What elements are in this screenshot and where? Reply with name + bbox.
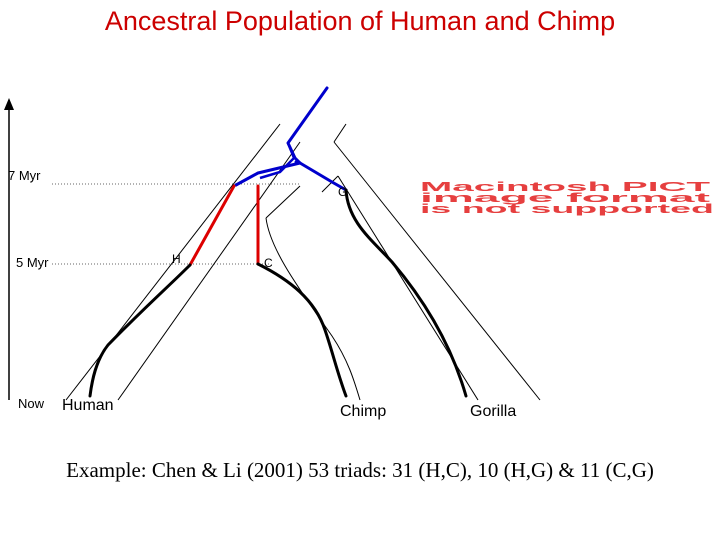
ancestral-nodes — [259, 142, 296, 180]
node-label-h: H — [172, 252, 181, 266]
page-title: Ancestral Population of Human and Chimp — [104, 6, 616, 36]
gorilla-lineage — [344, 188, 468, 398]
unsupported-image-placeholder: Macintosh PICT image format is not suppo… — [420, 179, 714, 216]
node-label-g: G — [338, 185, 347, 199]
taxon-human: Human — [62, 397, 114, 414]
time-label-7myr: 7 Myr — [8, 168, 41, 183]
descendant-lineages — [88, 188, 468, 398]
placeholder-line-3: is not supported — [420, 201, 714, 216]
time-axis-arrowhead — [4, 98, 14, 110]
placeholder-line-2: image format — [420, 190, 712, 205]
human-lineage — [88, 263, 192, 398]
chimp-lineage — [256, 262, 348, 398]
time-label-now: Now — [18, 396, 45, 411]
placeholder-line-1: Macintosh PICT — [420, 179, 710, 194]
node-label-c: C — [264, 256, 273, 270]
taxon-chimp: Chimp — [340, 403, 386, 420]
caption: Example: Chen & Li (2001) 53 triads: 31 … — [66, 458, 654, 482]
ancestral-lineage — [234, 86, 348, 192]
human-chimp-branches — [188, 184, 260, 267]
taxon-gorilla: Gorilla — [470, 403, 516, 420]
time-label-5myr: 5 Myr — [16, 255, 49, 270]
